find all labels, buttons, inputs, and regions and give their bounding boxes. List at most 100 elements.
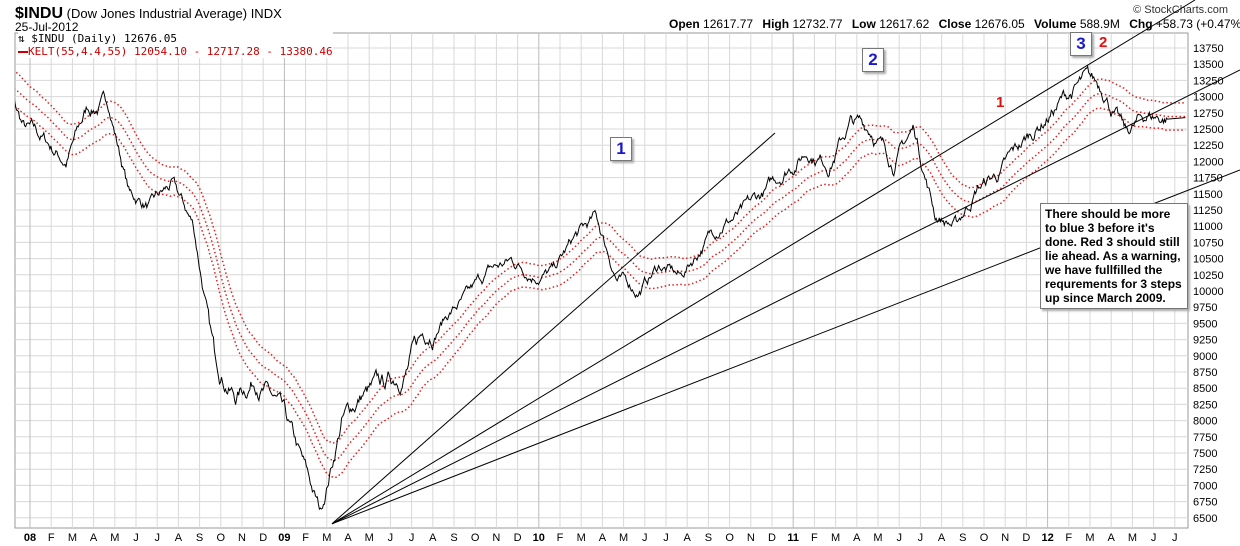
y-tick-label: 9250	[1193, 335, 1217, 347]
wave-label-blue-3: 3	[1070, 32, 1092, 56]
series-layer	[15, 64, 1186, 511]
annotation-note: There should be more to blue 3 before it…	[1040, 203, 1188, 309]
y-tick-label: 12500	[1193, 124, 1224, 136]
x-tick-label: N	[238, 532, 246, 544]
y-tick-label: 6500	[1193, 513, 1217, 525]
x-tick-label: J	[1151, 532, 1157, 544]
trendline	[331, 69, 1240, 525]
x-tick-label: 08	[24, 532, 36, 544]
x-tick-label: A	[853, 532, 861, 544]
y-tick-label: 11750	[1193, 173, 1223, 185]
x-tick-label: A	[1108, 532, 1116, 544]
y-tick-label: 13000	[1193, 92, 1224, 104]
x-tick-label: M	[831, 532, 840, 544]
x-tick-label: J	[154, 532, 160, 544]
x-tick-label: O	[725, 532, 734, 544]
x-tick-label: A	[90, 532, 98, 544]
x-tick-label: J	[663, 532, 669, 544]
x-tick-label: M	[577, 532, 586, 544]
x-tick-label: A	[175, 532, 183, 544]
y-tick-label: 7500	[1193, 448, 1217, 460]
x-tick-label: M	[1128, 532, 1137, 544]
x-tick-label: O	[471, 532, 480, 544]
chart-title: $INDU (Dow Jones Industrial Average) IND…	[15, 5, 282, 22]
y-tick-label: 7000	[1193, 480, 1217, 492]
y-tick-label: 7750	[1193, 432, 1217, 444]
x-tick-label: M	[619, 532, 628, 544]
x-tick-label: J	[388, 532, 394, 544]
y-tick-label: 9000	[1193, 351, 1217, 363]
y-tick-label: 8000	[1193, 416, 1217, 428]
brand-watermark: © StockCharts.com	[1133, 4, 1228, 16]
x-tick-label: F	[811, 532, 818, 544]
y-tick-label: 9500	[1193, 318, 1217, 330]
x-tick-label: O	[980, 532, 989, 544]
x-tick-label: J	[1172, 532, 1178, 544]
x-tick-label: 10	[533, 532, 545, 544]
x-tick-label: 11	[787, 532, 799, 544]
x-tick-label: A	[684, 532, 692, 544]
x-tick-label: D	[514, 532, 522, 544]
wave-label-blue-1: 1	[610, 137, 632, 161]
x-tick-label: S	[705, 532, 712, 544]
x-tick-label: M	[68, 532, 77, 544]
trendline	[331, 0, 1196, 525]
y-tick-label: 12000	[1193, 156, 1224, 168]
x-tick-label: J	[133, 532, 139, 544]
wave-label-blue-2: 2	[862, 48, 884, 72]
y-tick-label: 7250	[1193, 464, 1217, 476]
y-tick-label: 10500	[1193, 254, 1224, 266]
y-tick-label: 12250	[1193, 140, 1224, 152]
y-tick-label: 13750	[1193, 43, 1224, 55]
y-tick-label: 8500	[1193, 383, 1217, 395]
y-tick-label: 10750	[1193, 237, 1224, 249]
ohlc-readout: Open 12617.77 High 12732.77 Low 12617.62…	[669, 17, 1240, 31]
plot-area	[14, 32, 1189, 529]
x-tick-label: D	[768, 532, 776, 544]
x-tick-label: F	[557, 532, 564, 544]
x-tick-label: A	[344, 532, 352, 544]
chart-date: 25-Jul-2012	[15, 20, 79, 34]
x-tick-label: N	[492, 532, 500, 544]
x-tick-label: J	[409, 532, 415, 544]
x-tick-label: A	[599, 532, 607, 544]
x-tick-label: J	[642, 532, 648, 544]
x-tick-label: N	[747, 532, 755, 544]
keltner-lower-band	[15, 105, 1186, 479]
wave-label-red-2: 2	[1099, 34, 1108, 51]
keltner-middle-band	[15, 88, 1186, 461]
x-tick-label: M	[1085, 532, 1094, 544]
y-tick-label: 10250	[1193, 270, 1224, 282]
y-tick-label: 8750	[1193, 367, 1217, 379]
y-tick-label: 11500	[1193, 189, 1223, 201]
x-tick-label: S	[959, 532, 966, 544]
legend-price: ⇅ $INDU (Daily) 12676.05	[18, 32, 177, 45]
x-tick-label: M	[322, 532, 331, 544]
x-tick-label: S	[450, 532, 457, 544]
x-tick-label: D	[1022, 532, 1030, 544]
x-tick-label: O	[217, 532, 226, 544]
x-tick-label: M	[365, 532, 374, 544]
x-tick-label: J	[896, 532, 902, 544]
legend: ⇅ $INDU (Daily) 12676.05 KELT(55,4.4,55)…	[18, 32, 333, 58]
y-tick-label: 8250	[1193, 399, 1217, 411]
y-tick-label: 9750	[1193, 302, 1217, 314]
x-tick-label: A	[429, 532, 437, 544]
y-tick-label: 13250	[1193, 75, 1224, 87]
x-tick-label: F	[1065, 532, 1072, 544]
x-tick-label: A	[938, 532, 946, 544]
y-tick-label: 13500	[1193, 59, 1224, 71]
wave-label-red-1: 1	[996, 94, 1005, 111]
x-tick-label: M	[110, 532, 119, 544]
x-tick-label: F	[48, 532, 55, 544]
price-line	[15, 64, 1186, 511]
x-tick-label: J	[918, 532, 924, 544]
x-tick-label: 09	[278, 532, 290, 544]
y-tick-label: 6750	[1193, 497, 1217, 509]
x-tick-label: F	[302, 532, 309, 544]
y-tick-label: 11000	[1193, 221, 1223, 233]
x-tick-label: 12	[1041, 532, 1053, 544]
y-tick-label: 11250	[1193, 205, 1223, 217]
